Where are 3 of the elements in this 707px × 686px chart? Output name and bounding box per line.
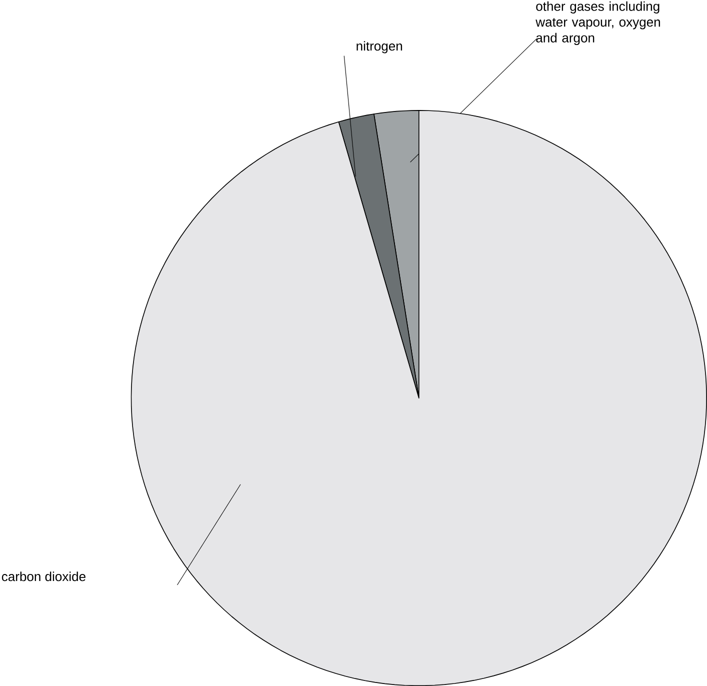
slice-label: other gases including water vapour, oxygen and argon bbox=[536, 1, 660, 46]
slice-label: carbon dioxide bbox=[2, 572, 86, 582]
slice-label: nitrogen bbox=[356, 41, 402, 54]
